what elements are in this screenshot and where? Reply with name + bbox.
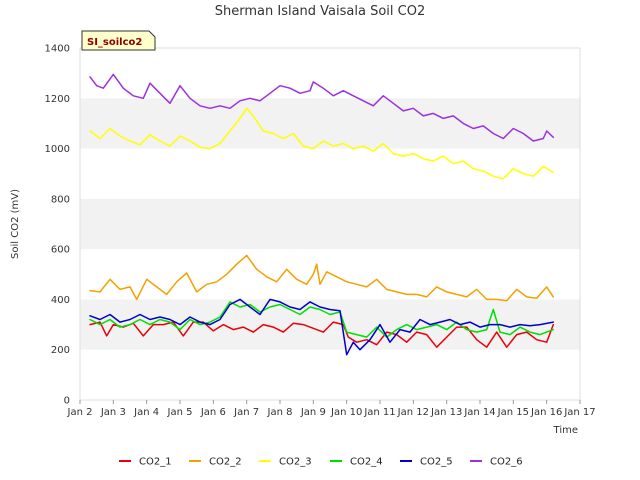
- x-tick-label: Jan 2: [67, 407, 93, 418]
- series-badge: SI_soilco2: [81, 30, 156, 51]
- x-tick-label: Jan 15: [497, 407, 529, 418]
- x-tick-label: Jan 3: [100, 407, 126, 418]
- x-axis-label: Time: [553, 425, 578, 436]
- legend-label: CO2_3: [279, 457, 312, 468]
- x-axis-ticks: Jan 2 Jan 3 Jan 4 Jan 5 Jan 6 Jan 7 Jan 8 Jan 9…: [67, 400, 596, 418]
- y-tick-label: 200: [51, 345, 70, 356]
- legend-label: CO2_2: [209, 457, 242, 468]
- plot-area-border: [79, 47, 581, 401]
- grid-band: [80, 48, 580, 99]
- series-line-co2-5: [89, 298, 555, 356]
- chart-title: Sherman Island Vaisala Soil CO2: [215, 4, 425, 19]
- legend-label: CO2_6: [490, 457, 523, 468]
- x-tick-label: Jan 14: [463, 407, 495, 418]
- x-tick-label: Jan 6: [200, 407, 226, 418]
- legend-label: CO2_5: [420, 457, 453, 468]
- grid-band: [80, 148, 580, 199]
- badge-label: SI_soilco2: [87, 37, 142, 48]
- series-line-co2-3: [89, 107, 555, 180]
- grid-band: [80, 98, 580, 149]
- series-line-co2-1: [89, 321, 555, 348]
- y-tick-label: 0: [64, 396, 70, 407]
- x-tick-label: Jan 4: [133, 407, 159, 418]
- x-tick-label: Jan 7: [233, 407, 259, 418]
- x-tick-label: Jan 9: [300, 407, 326, 418]
- x-tick-label: Jan 13: [430, 407, 462, 418]
- grid-band: [80, 349, 580, 400]
- y-tick-label: 1400: [45, 44, 70, 55]
- legend-label: CO2_4: [350, 457, 383, 468]
- x-tick-label: Jan 12: [397, 407, 429, 418]
- grid-bands: [80, 48, 580, 400]
- y-tick-label: 800: [51, 194, 70, 205]
- y-tick-label: 1000: [45, 144, 70, 155]
- grid-band: [80, 198, 580, 250]
- y-tick-label: 1200: [45, 94, 70, 105]
- x-tick-label: Jan 17: [563, 407, 595, 418]
- legend-label: CO2_1: [139, 457, 172, 468]
- x-tick-label: Jan 11: [363, 407, 395, 418]
- y-tick-label: 400: [51, 295, 70, 306]
- x-tick-label: Jan 8: [267, 407, 293, 418]
- legend: CO2_1 CO2_2 CO2_3 CO2_4 CO2_5 CO2_6: [119, 457, 523, 468]
- x-tick-label: Jan 16: [530, 407, 562, 418]
- y-axis-label: Soil CO2 (mV): [10, 189, 21, 259]
- x-tick-label: Jan 10: [330, 407, 362, 418]
- series-lines: [89, 73, 555, 356]
- series-line-co2-6: [89, 73, 555, 142]
- y-axis-ticks: 0 200 400 600 800 1000 1200 1400: [45, 44, 70, 407]
- y-tick-label: 600: [51, 245, 70, 256]
- series-line-co2-2: [89, 254, 555, 302]
- x-tick-label: Jan 5: [167, 407, 193, 418]
- series-line-co2-4: [89, 301, 555, 338]
